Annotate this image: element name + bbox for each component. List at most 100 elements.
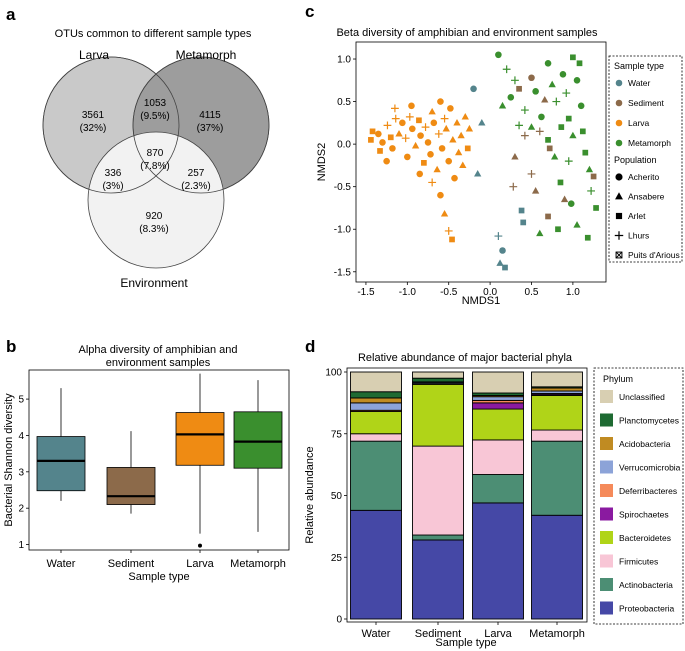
- panel-label-c: c: [305, 2, 314, 21]
- venn-count-larva: 3561: [82, 110, 105, 121]
- scatter-point: [509, 182, 518, 191]
- scatter-point: [562, 89, 571, 97]
- stacked-legend-label: Spirochaetes: [619, 510, 669, 520]
- scatter-point: [404, 153, 411, 161]
- scatter-legend-sample-swatch: [615, 79, 623, 87]
- scatter-point: [502, 264, 508, 271]
- boxplot-title-line1: Alpha diversity of amphibian and: [79, 344, 238, 356]
- scatter-point: [461, 112, 469, 120]
- scatter-point: [593, 205, 599, 211]
- scatter-xtick-label: 0.5: [525, 287, 539, 298]
- stacked-xtick-label: Water: [362, 628, 391, 640]
- scatter-point: [520, 131, 529, 140]
- scatter-point: [498, 101, 507, 109]
- phyla-stacked-bar-chart: Relative abundance of major bacterial ph…: [304, 352, 684, 649]
- venn-set-label-metamorph: Metamorph: [176, 48, 237, 62]
- scatter-ytick-label: -0.5: [334, 182, 352, 193]
- boxplot-box: [233, 411, 283, 469]
- scatter-point: [430, 119, 438, 127]
- scatter-legend-sample-label: Sediment: [628, 98, 665, 108]
- scatter-point: [546, 145, 553, 152]
- stacked-bar-segment: [472, 408, 524, 441]
- scatter-point: [457, 131, 465, 139]
- stacked-legend-swatch: [600, 437, 613, 450]
- scatter-point: [576, 60, 583, 67]
- scatter-legend-sample-swatch: [615, 119, 623, 127]
- scatter-point: [428, 107, 436, 115]
- scatter-point: [416, 170, 424, 178]
- venn-pct-larva-environment: (3%): [102, 181, 123, 192]
- scatter-point: [447, 105, 454, 112]
- stacked-bar-segment: [412, 445, 464, 536]
- panel-label-a: a: [6, 5, 16, 24]
- scatter-point: [438, 145, 446, 152]
- venn-pct-metamorph-environment: (2.3%): [181, 181, 210, 192]
- scatter-point: [516, 85, 522, 92]
- stacked-bar-segment: [472, 502, 524, 620]
- boxplot-y-axis: 1 2 3 4 5: [18, 395, 29, 551]
- scatter-point: [570, 54, 576, 61]
- scatter-point: [573, 76, 581, 84]
- scatter-point: [405, 112, 414, 121]
- scatter-legend-sample: Water Sediment Larva Metamorph: [615, 78, 671, 148]
- scatter-point: [507, 94, 515, 101]
- scatter-point: [440, 114, 449, 123]
- alpha-diversity-boxplot: Alpha diversity of amphibian and environ…: [3, 344, 290, 583]
- scatter-y-axis: -1.5 -1.0 -0.5 0.0 0.5 1.0: [334, 55, 356, 278]
- stacked-bar-segment: [412, 539, 464, 620]
- stacked-legend-swatch: [600, 507, 613, 521]
- venn-pct-metamorph: (37%): [197, 123, 224, 134]
- scatter-point: [584, 234, 591, 241]
- scatter-legend-sample-label: Metamorph: [628, 138, 671, 148]
- scatter-point: [499, 247, 506, 254]
- scatter-xtick-label: -0.5: [440, 287, 458, 298]
- scatter-ytick-label: -1.0: [334, 225, 352, 236]
- scatter-point: [383, 157, 390, 165]
- venn-count-metamorph-environment: 257: [188, 168, 205, 179]
- scatter-frame: [355, 41, 607, 283]
- panel-label-b: b: [6, 337, 16, 356]
- stacked-frame: [346, 367, 588, 623]
- stacked-bar-segment: [412, 371, 464, 379]
- scatter-point: [538, 113, 545, 121]
- scatter-point: [527, 123, 536, 130]
- stacked-legend-swatch: [600, 554, 613, 568]
- boxplot-ytick-label: 2: [18, 504, 24, 515]
- scatter-legend-population-swatch: [615, 251, 623, 259]
- scatter-point: [577, 102, 585, 110]
- scatter-point: [582, 149, 589, 156]
- scatter-point: [421, 123, 430, 132]
- scatter-point: [564, 157, 573, 166]
- scatter-legend-sample-title: Sample type: [614, 61, 664, 71]
- stacked-bar-segment: [472, 371, 524, 394]
- scatter-legend-population-label: Puits d'Arious: [628, 250, 680, 260]
- scatter-point: [387, 134, 394, 141]
- scatter-point: [424, 139, 432, 146]
- venn-outline-larva: [42, 56, 180, 194]
- scatter-point: [548, 80, 556, 88]
- scatter-legend-population-title: Population: [614, 155, 657, 165]
- scatter-point: [391, 114, 400, 123]
- stacked-title: Relative abundance of major bacterial ph…: [358, 352, 573, 364]
- scatter-point: [531, 187, 540, 194]
- venn-count-larva-metamorph: 1053: [144, 98, 167, 109]
- scatter-point: [442, 124, 450, 132]
- stacked-ylabel: Relative abundance: [304, 446, 316, 543]
- scatter-point: [444, 227, 453, 235]
- stacked-legend-swatch: [600, 484, 613, 497]
- stacked-legend-label: Planctomycetes: [619, 416, 679, 426]
- venn-set-label-environment: Environment: [120, 276, 188, 290]
- scatter-legend-population-swatch: [615, 192, 623, 200]
- scatter-point: [496, 259, 504, 266]
- scatter-point: [427, 151, 434, 158]
- scatter-legend-population-label: Ansabere: [628, 192, 665, 202]
- stacked-bar-segment: [531, 429, 583, 442]
- venn-count-environment: 920: [146, 211, 163, 222]
- scatter-legend-sample-swatch: [615, 139, 623, 147]
- scatter-point: [567, 200, 575, 208]
- scatter-point: [494, 232, 503, 240]
- stacked-bar-segment: [350, 411, 402, 435]
- scatter-x-axis: -1.5 -1.0 -0.5 0.0 0.5 1.0: [357, 282, 580, 298]
- boxplot-outlier: [198, 543, 202, 548]
